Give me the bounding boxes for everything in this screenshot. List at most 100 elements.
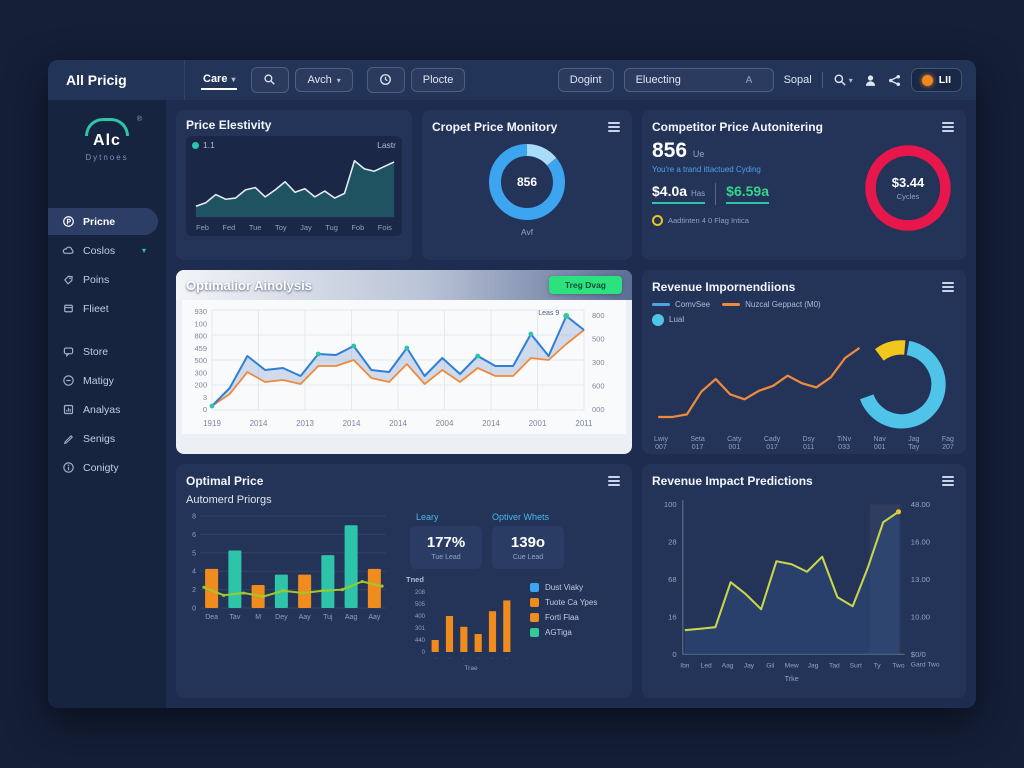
- x-tick: Fed: [222, 223, 236, 232]
- pen-icon: [62, 432, 75, 445]
- sidebar-item-matigy[interactable]: Matigy: [48, 367, 158, 394]
- svg-text:Ibn: Ibn: [680, 662, 690, 669]
- share-icon[interactable]: [887, 73, 901, 87]
- avch-dropdown[interactable]: Avch ▾: [295, 68, 353, 92]
- svg-text:Surt: Surt: [850, 662, 862, 669]
- search-input[interactable]: [633, 73, 738, 87]
- x-tick: TiNv 033: [836, 435, 852, 451]
- chevron-down-icon: ▾: [848, 75, 853, 85]
- svg-text:505: 505: [415, 602, 426, 608]
- card-subtitle: Automerd Priorgs: [186, 493, 272, 506]
- svg-text:2004: 2004: [436, 419, 454, 428]
- sidebar-item-coslos[interactable]: Coslos ▾: [48, 237, 158, 264]
- svg-text:3: 3: [203, 393, 207, 402]
- legend-dot-icon: [652, 313, 664, 326]
- sidebar-item-analyas[interactable]: Analyas: [48, 396, 158, 423]
- donut-chart: 856: [485, 140, 569, 224]
- svg-text:Aay: Aay: [299, 614, 312, 621]
- svg-text:Jag: Jag: [808, 662, 819, 669]
- search-field[interactable]: A: [623, 68, 774, 92]
- x-tick: Cady 017: [763, 435, 781, 451]
- x-tick: Fob: [351, 223, 365, 232]
- dogint-button[interactable]: Dogint: [557, 68, 614, 92]
- svg-text:2014: 2014: [389, 419, 407, 428]
- legend-swatch-icon: [530, 597, 539, 607]
- sidebar: ® Alc Dytnoes Pricne Coslos ▾ Poins: [48, 100, 166, 708]
- svg-text:100: 100: [194, 319, 207, 328]
- svg-text:400: 400: [415, 614, 426, 620]
- svg-text:Aag: Aag: [722, 662, 734, 669]
- x-tick: Jay: [300, 223, 312, 232]
- card-menu-icon[interactable]: [940, 278, 956, 296]
- card-title: Price Elestivity: [186, 118, 272, 132]
- nav-care-label: Care: [203, 73, 228, 85]
- svg-text:Gard Two: Gard Two: [911, 661, 940, 668]
- competitor-link[interactable]: You're a trand ittactued Cyding: [652, 164, 761, 174]
- svg-text:$0/0: $0/0: [911, 650, 926, 659]
- card-menu-icon[interactable]: [606, 118, 622, 136]
- logo-text: Alc: [93, 132, 121, 149]
- mini-bar-chart: Tned 208 505 400 301 440 0 · · · · · · Trae: [402, 575, 524, 674]
- tag-icon: [62, 273, 75, 286]
- registered-mark: ®: [136, 116, 142, 123]
- svg-text:68: 68: [668, 575, 677, 584]
- x-tick: Jag Tay: [908, 435, 920, 451]
- search-button[interactable]: [251, 67, 290, 93]
- lii-button[interactable]: LII: [910, 68, 962, 92]
- svg-text:2014: 2014: [482, 419, 500, 428]
- x-tick: Caty 001: [727, 435, 742, 451]
- revenue-arc-chart: [658, 340, 946, 429]
- elasticity-chart: 1.1 Lastr Feb Fed Tue Toy Jay Tug Fob Fois: [186, 136, 402, 236]
- price-ring-chart: $3.44 Cycles: [860, 140, 956, 236]
- stat-price-1: $4.0a Has: [652, 183, 706, 205]
- x-tick: Fois: [377, 223, 392, 232]
- stat-box-2: 139o Cue Lead: [492, 525, 564, 569]
- svg-text:0: 0: [203, 405, 207, 414]
- ring-center-value: $3.44: [891, 174, 925, 190]
- legend-swatch-icon: [530, 612, 539, 622]
- svg-text:·: ·: [492, 656, 494, 662]
- legend-item: AGTiga: [530, 627, 597, 637]
- card-menu-icon[interactable]: [940, 472, 956, 490]
- svg-text:200: 200: [194, 381, 207, 390]
- svg-text:000: 000: [592, 405, 605, 414]
- svg-text:·: ·: [506, 656, 508, 662]
- sidebar-item-senigs[interactable]: Senigs: [48, 425, 158, 452]
- svg-text:28: 28: [668, 537, 677, 546]
- user-icon[interactable]: [863, 73, 877, 87]
- treg-dvag-button[interactable]: Treg Dvag: [548, 276, 622, 294]
- chevron-down-icon: ▾: [231, 74, 236, 84]
- sidebar-item-pricne[interactable]: Pricne: [48, 208, 158, 235]
- app-logo: ® Alc Dytnoes: [48, 110, 166, 180]
- svg-text:Trke: Trke: [785, 675, 799, 683]
- chart-legend: ComvSee Nuzcal Geppact (M0) Lual: [652, 300, 956, 326]
- clock-button[interactable]: [366, 67, 405, 93]
- big-stat-suffix: Ue: [692, 148, 705, 159]
- search-dropdown[interactable]: ▾: [833, 73, 853, 87]
- sopal-link[interactable]: Sopal: [783, 74, 812, 86]
- chat-icon: [62, 345, 75, 358]
- svg-text:2001: 2001: [529, 419, 547, 428]
- svg-text:100: 100: [664, 500, 677, 509]
- svg-text:0: 0: [192, 605, 196, 612]
- card-competitor-monitoring: Competitor Price Autonitering 856 Ue You…: [642, 110, 966, 260]
- donut-caption: Avf: [520, 226, 534, 237]
- nav-tab-care[interactable]: Care ▾: [201, 70, 238, 90]
- sidebar-item-poins[interactable]: Poins: [48, 266, 158, 293]
- predictions-area-chart: 100 28 68 16 0 48.00 16.00 13.00 10.00 $0/0 Gard T…: [664, 500, 940, 683]
- lii-label: LII: [938, 74, 951, 86]
- x-tick: Fag 207: [941, 435, 954, 451]
- sidebar-menu: Pricne Coslos ▾ Poins Flieet Store: [48, 208, 166, 481]
- card-menu-icon[interactable]: [606, 472, 622, 490]
- card-menu-icon[interactable]: [940, 118, 956, 136]
- svg-text:Aay: Aay: [368, 614, 381, 621]
- sidebar-item-store[interactable]: Store: [48, 338, 158, 365]
- sidebar-item-conigty[interactable]: Conigty: [48, 454, 158, 481]
- svg-text:300: 300: [194, 368, 207, 377]
- card-revenue-predictions: Revenue Impact Predictions 100 28 68 16 0 48.…: [642, 464, 966, 698]
- x-tick: Toy: [274, 223, 287, 232]
- plocte-button[interactable]: Plocte: [410, 68, 466, 92]
- chart-icon: [62, 403, 75, 416]
- sidebar-item-flieet[interactable]: Flieet: [48, 295, 158, 322]
- svg-text:600: 600: [592, 382, 605, 391]
